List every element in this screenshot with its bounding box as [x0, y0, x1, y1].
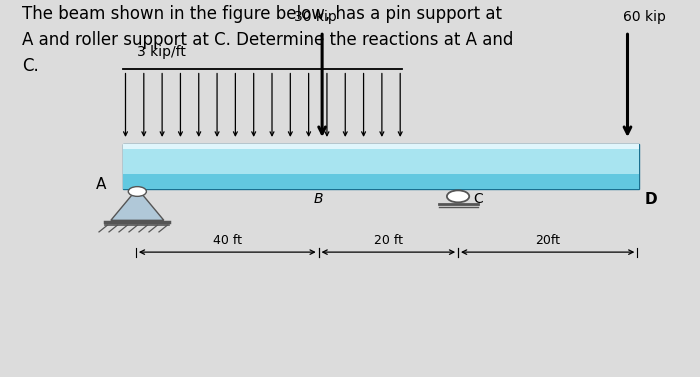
Text: 30 kip: 30 kip: [294, 10, 337, 24]
Polygon shape: [123, 174, 639, 188]
Text: B: B: [314, 192, 323, 206]
Polygon shape: [123, 144, 639, 149]
Text: C: C: [473, 192, 483, 206]
Polygon shape: [123, 149, 639, 174]
Circle shape: [447, 190, 469, 202]
Text: 60 kip: 60 kip: [624, 10, 666, 24]
Polygon shape: [111, 188, 164, 220]
Text: The beam shown in the figure below, has a pin support at
A and roller support at: The beam shown in the figure below, has …: [22, 5, 514, 75]
Circle shape: [128, 187, 146, 196]
Polygon shape: [123, 144, 639, 188]
Text: A: A: [96, 177, 106, 192]
Text: 20 ft: 20 ft: [374, 234, 402, 247]
Text: 20ft: 20ft: [536, 234, 560, 247]
Text: D: D: [645, 192, 657, 207]
Text: 40 ft: 40 ft: [213, 234, 241, 247]
Text: 3 kip/ft: 3 kip/ft: [137, 45, 186, 60]
